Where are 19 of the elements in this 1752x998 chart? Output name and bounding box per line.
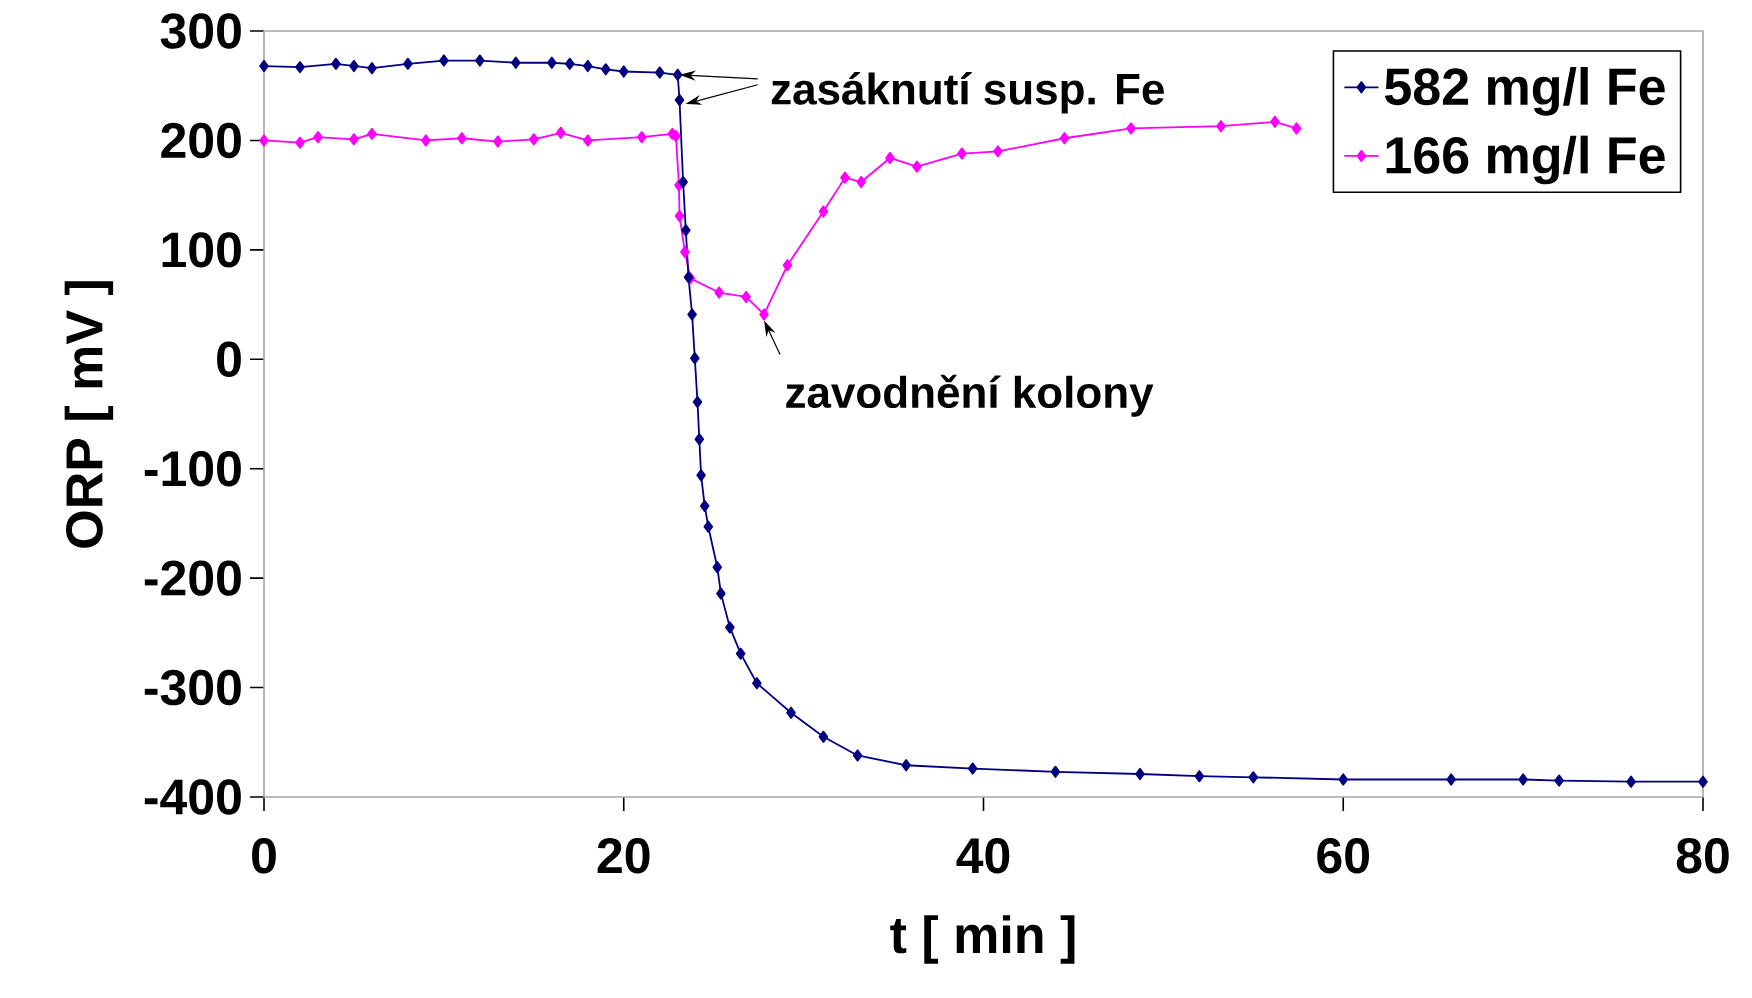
y-tick-label: 100 xyxy=(162,232,241,268)
y-tick-label: 200 xyxy=(161,122,241,159)
annotation: zasáknutí susp. Fe xyxy=(771,72,1164,114)
y-tick-label: -100 xyxy=(144,451,241,487)
x-tick-label: 60 xyxy=(1317,838,1369,874)
y-tick-label: -200 xyxy=(144,560,241,596)
y-tick-label: 300 xyxy=(160,13,241,49)
y-tick-label: -400 xyxy=(144,779,241,815)
legend-label: 582 mg/l Fe xyxy=(1384,66,1665,116)
y-axis-title: ORP [ mV ] xyxy=(64,281,114,548)
annotation: zavodnění kolony xyxy=(786,374,1154,417)
y-tick-label: 0 xyxy=(217,341,241,378)
x-tick-label: 80 xyxy=(1676,838,1729,874)
x-tick-label: 20 xyxy=(597,838,650,874)
legend-label: 166 mg/l Fe xyxy=(1386,135,1665,185)
x-tick-label: 0 xyxy=(252,838,276,874)
x-tick-label: 40 xyxy=(956,838,1010,874)
x-axis-title: t [ min ] xyxy=(890,915,1075,964)
y-tick-label: -300 xyxy=(144,669,241,706)
